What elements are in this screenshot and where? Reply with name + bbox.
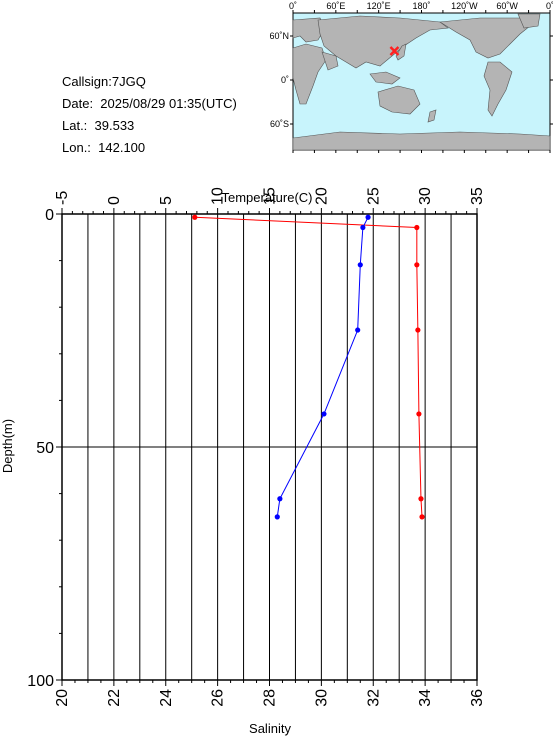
station-marker [389, 46, 400, 56]
salinity-tick-label: 34 [417, 689, 434, 707]
temperature-axis-label: Temperature(C) [221, 190, 312, 205]
salinity-point [365, 214, 371, 220]
depth-tick-label: 50 [36, 440, 54, 457]
longitude-label: Lon.: 142.100 [62, 140, 146, 155]
salinity-line [276, 217, 369, 517]
depth-tick-label: 100 [27, 673, 54, 690]
chart-grid [62, 214, 477, 680]
temperature-tick-label: 15 [262, 187, 279, 205]
map-land [292, 13, 551, 151]
callsign-label: Callsign:7JGQ [62, 74, 146, 89]
station-marker-cross [389, 46, 400, 56]
depth-axis-label: Depth(m) [0, 419, 15, 473]
temperature-tick-label: 35 [469, 187, 486, 205]
salinity-tick-label: 20 [54, 689, 71, 707]
map-latitude-label: 60˚N [269, 31, 289, 41]
salinity-tick-label: 22 [106, 689, 123, 707]
salinity-tick-label: 28 [262, 689, 279, 707]
map-longitude-labels: 0˚ 60˚E 120˚E 180˚ 120˚W 60˚W 0˚ [289, 1, 553, 11]
map-longitude-label: 60˚E [326, 1, 345, 11]
temperature-tick-label: 30 [417, 187, 434, 205]
temperature-tick-label: 20 [313, 187, 330, 205]
plot-frame [61, 213, 478, 681]
salinity-point [321, 411, 327, 417]
salinity-point [360, 224, 366, 231]
salinity-tick-label: 36 [469, 689, 486, 707]
temperature-point [414, 224, 420, 231]
temperature-tick-label: 5 [158, 196, 175, 205]
temperature-tick-label: 25 [365, 187, 382, 205]
chart-frame [56, 208, 478, 686]
map-longitude-label: 120˚W [451, 1, 478, 11]
depth-tick-label: 0 [45, 207, 54, 224]
date-label: Date: 2025/08/29 01:35(UTC) [62, 96, 237, 111]
temperature-tick-label: -5 [54, 191, 71, 205]
temperature-point [415, 327, 421, 333]
temperature-tick-label: 10 [210, 187, 227, 205]
salinity-tick-label: 26 [210, 689, 227, 707]
temperature-point [416, 411, 422, 417]
salinity-point [355, 327, 361, 333]
map-latitude-label: 0˚ [281, 75, 289, 85]
salinity-point [357, 262, 363, 268]
salinity-point [274, 514, 280, 520]
temperature-point [419, 514, 425, 520]
temperature-point [418, 496, 424, 502]
temperature-tick-labels: -5 0 5 10 15 20 25 30 35 [54, 187, 486, 205]
chart-series [192, 214, 425, 520]
salinity-point [277, 496, 283, 502]
temperature-point [192, 214, 198, 220]
depth-tick-labels: 0 50 100 [27, 207, 54, 690]
station-info: Callsign:7JGQ Date: 2025/08/29 01:35(UTC… [62, 71, 237, 159]
map-ticks [290, 10, 553, 153]
map-longitude-label: 120˚E [367, 1, 391, 11]
temperature-tick-label: 0 [106, 196, 123, 205]
map-longitude-label: 0˚ [289, 1, 297, 11]
map-longitude-label: 180˚ [412, 1, 430, 11]
salinity-tick-labels: 20 22 24 26 28 30 32 34 36 [54, 689, 486, 707]
salinity-tick-label: 32 [365, 689, 382, 707]
temperature-line [194, 216, 423, 517]
map-longitude-label: 60˚W [496, 1, 518, 11]
salinity-tick-label: 30 [313, 689, 330, 707]
map-latitude-label: 60˚S [270, 119, 289, 129]
salinity-axis-label: Salinity [249, 721, 291, 736]
salinity-tick-label: 24 [158, 689, 175, 707]
location-map: 0˚ 60˚E 120˚E 180˚ 120˚W 60˚W 0˚ 60˚N 0˚ 60˚S [269, 1, 553, 153]
map-longitude-label: 0˚ [546, 1, 553, 11]
map-latitude-labels: 60˚N 0˚ 60˚S [269, 31, 289, 129]
latitude-label: Lat.: 39.533 [62, 118, 135, 133]
temperature-point [414, 262, 420, 268]
